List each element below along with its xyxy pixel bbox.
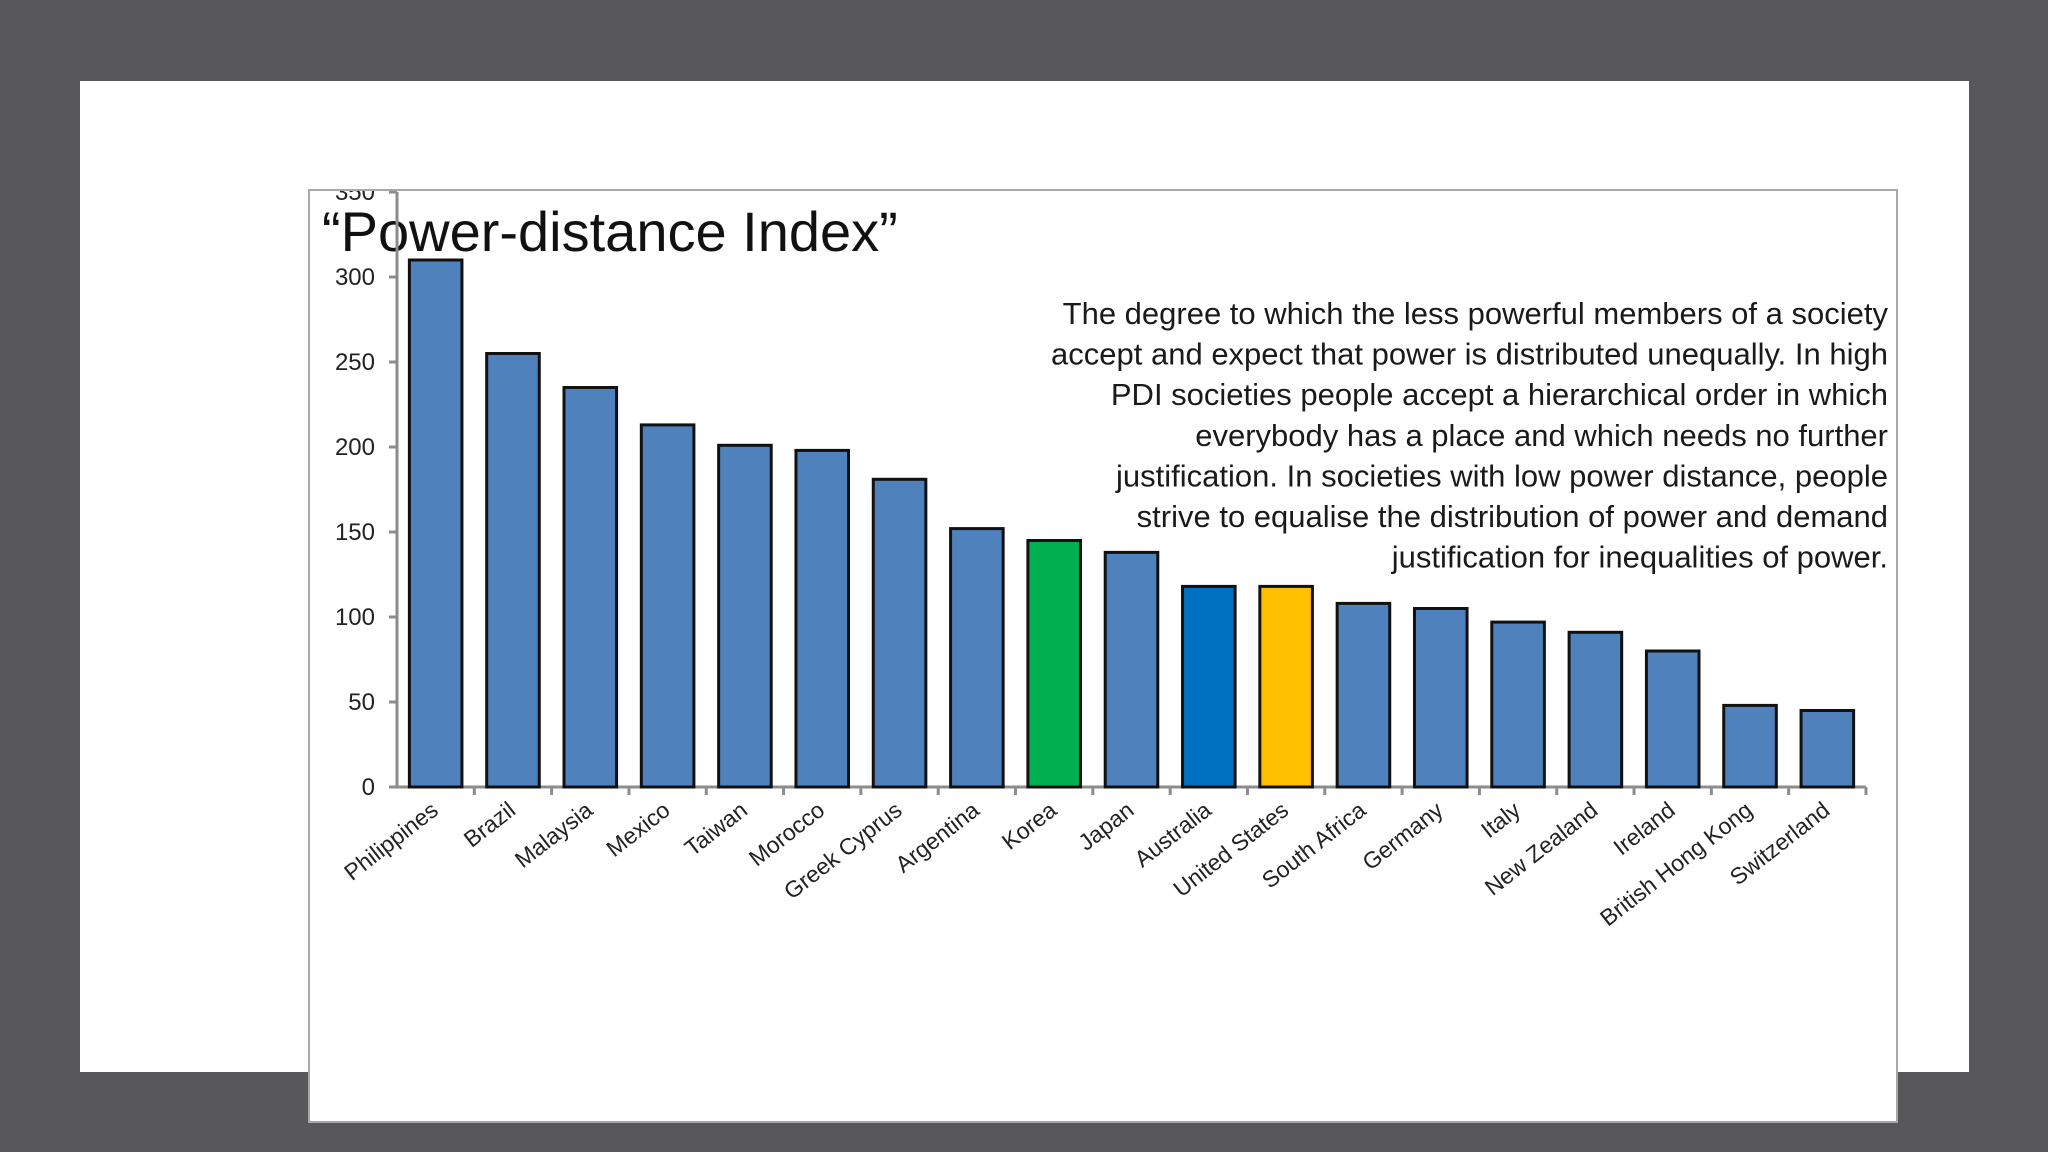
bar-korea	[1026, 539, 1082, 789]
description-line: The degree to which the less powerful me…	[1063, 296, 1889, 331]
slide: “Power-distance Index” The degree to whi…	[80, 81, 1969, 1123]
chart-description: The degree to which the less powerful me…	[1051, 296, 1888, 575]
bar-new-zealand	[1567, 630, 1624, 789]
bar-malaysia	[562, 386, 619, 789]
category-label: Philippines	[339, 796, 443, 885]
chart-bars	[407, 258, 1856, 789]
bar-philippines	[407, 258, 464, 789]
description-line: accept and expect that power is distribu…	[1051, 337, 1888, 372]
bar-italy	[1490, 620, 1546, 789]
bar-greek-cyprus	[871, 477, 928, 789]
bar-chart: “Power-distance Index” The degree to whi…	[322, 191, 1888, 931]
description-line: strive to equalise the distribution of p…	[1137, 499, 1888, 534]
bar-british-hong-kong	[1722, 703, 1778, 789]
bar-south-africa	[1335, 601, 1392, 789]
description-line: justification for inequalities of power.	[1391, 540, 1888, 575]
y-tick-label: 300	[335, 264, 375, 291]
y-tick-label: 0	[362, 774, 375, 801]
category-label: Malaysia	[510, 796, 598, 872]
description-line: everybody has a place and which needs no…	[1195, 418, 1888, 453]
category-label: Italy	[1476, 796, 1526, 843]
y-tick-label: 150	[335, 519, 375, 546]
chart-title: “Power-distance Index”	[322, 200, 898, 263]
y-tick-label: 50	[348, 689, 375, 716]
bar-germany	[1412, 607, 1469, 789]
category-label: Japan	[1073, 796, 1138, 855]
bar-ireland	[1644, 649, 1701, 789]
category-label: Ireland	[1608, 796, 1679, 860]
description-line: justification. In societies with low pow…	[1115, 458, 1888, 493]
bar-argentina	[949, 527, 1005, 789]
description-line: PDI societies people accept a hierarchic…	[1111, 377, 1888, 412]
bar-switzerland	[1799, 709, 1856, 789]
y-tick-label: 250	[335, 349, 375, 376]
chart-frame: “Power-distance Index” The degree to whi…	[308, 189, 1898, 1123]
category-label: Taiwan	[680, 796, 752, 861]
bar-taiwan	[717, 443, 773, 789]
bar-australia	[1181, 584, 1237, 789]
category-label: Korea	[997, 796, 1062, 854]
bar-japan	[1103, 550, 1160, 789]
bar-mexico	[639, 423, 696, 789]
category-label: Mexico	[601, 796, 674, 861]
bar-brazil	[485, 352, 541, 789]
category-label: Brazil	[459, 796, 520, 852]
category-label: Argentina	[890, 796, 984, 877]
chart-axes: 0 50 100 150 200 250 300 350	[335, 191, 1868, 801]
bar-morocco	[794, 448, 851, 789]
y-tick-label: 100	[335, 604, 375, 631]
y-tick-label: 200	[335, 434, 375, 461]
y-tick-label: 350	[335, 191, 375, 206]
category-label: Germany	[1357, 796, 1448, 875]
bar-united-states	[1258, 584, 1314, 789]
